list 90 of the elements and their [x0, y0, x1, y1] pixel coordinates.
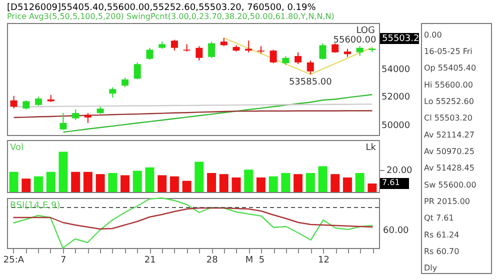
- bar: [96, 174, 105, 192]
- text: Hi 55600.00: [424, 80, 473, 90]
- text: Av 52114.27: [424, 130, 474, 140]
- bar: [83, 172, 92, 192]
- y-axis-title: Lk: [366, 143, 377, 153]
- x-tick-label: 28: [206, 256, 218, 266]
- candlestick: [282, 56, 290, 66]
- text: 16-05-25 Fri: [424, 47, 472, 56]
- bar: [355, 172, 364, 192]
- bar: [182, 180, 192, 192]
- x-tick-label: 21: [144, 256, 156, 266]
- bar: [281, 172, 290, 192]
- candlestick: [294, 52, 302, 65]
- bar: [46, 172, 56, 192]
- bar: [58, 152, 68, 192]
- text: Av 50970.25: [424, 147, 474, 156]
- candlestick: [196, 46, 203, 62]
- chart-subtitle: Price Avg3(5,50,5,100,5,200) SwingPcnt(3.00,0,23.70,38.20,50.00,61.80,Y,N,N,N): [7, 12, 334, 21]
- bar: [268, 176, 278, 192]
- bar: [219, 174, 228, 192]
- candlestick: [109, 86, 116, 98]
- candlestick: [122, 77, 129, 88]
- bar: [108, 172, 118, 192]
- candlestick: [146, 47, 154, 60]
- x-tick-label: 7: [60, 256, 66, 266]
- text: Lo 55252.60: [424, 97, 474, 106]
- x-tick-label: 12: [318, 256, 330, 266]
- bar: [368, 184, 377, 192]
- candlestick: [356, 46, 364, 57]
- text: 55503.2: [382, 34, 420, 44]
- bar: [34, 176, 44, 192]
- y-tick-label: 20.00: [386, 166, 413, 176]
- text: 0.00: [424, 30, 442, 40]
- bar: [22, 178, 31, 192]
- candlestick: [270, 49, 277, 64]
- bar: [120, 175, 130, 192]
- candlestick: [35, 96, 42, 106]
- bar: [256, 177, 266, 192]
- line-series: [62, 94, 373, 133]
- bar: [207, 172, 216, 192]
- text: Av 51428.45: [424, 164, 474, 173]
- text: Op 55405.40: [424, 64, 476, 73]
- bar: [170, 176, 179, 192]
- bar: [318, 166, 328, 192]
- bar: [145, 167, 154, 192]
- text: 60.00: [383, 226, 410, 236]
- bar: [330, 174, 340, 192]
- x-tick-label: 5: [258, 256, 265, 266]
- text: Rs 60.70: [424, 247, 460, 256]
- candlestick: [72, 108, 80, 121]
- candlestick: [183, 44, 190, 52]
- candlestick: [84, 112, 92, 124]
- candlestick: [319, 42, 326, 60]
- candlestick: [134, 62, 141, 80]
- bar: [132, 170, 142, 192]
- chart-title: [D5126009]55405.40,55600.00,55252.60,55503.20, 760500, 0.19%: [7, 3, 316, 13]
- candlestick: [60, 112, 67, 130]
- candlestick: [10, 95, 18, 109]
- y-tick-label: 50000: [382, 121, 410, 132]
- y-tick-label: 54000: [382, 65, 410, 76]
- candlestick: [257, 46, 264, 54]
- text: Sw 55600.00: [424, 180, 476, 190]
- bar: [71, 172, 80, 192]
- annotation: 53585.00: [288, 77, 332, 88]
- candlestick: [22, 100, 30, 110]
- candlestick: [170, 39, 178, 52]
- chart-title: Vol: [10, 143, 24, 153]
- line-series: [13, 110, 373, 118]
- bar: [306, 172, 315, 192]
- chart-title: RSI(14,E,9): [10, 201, 60, 211]
- x-tick-label: M: [245, 256, 254, 266]
- bar: [158, 175, 167, 192]
- text: Qt 7.61: [424, 214, 454, 223]
- bar: [342, 177, 352, 192]
- candlestick: [306, 60, 314, 75]
- bar: [232, 177, 241, 192]
- annotation: 55600.00: [333, 35, 376, 46]
- text: 7.61: [382, 178, 400, 187]
- candlestick: [208, 41, 216, 58]
- y-tick-label: 52000: [382, 92, 410, 103]
- bar: [244, 170, 254, 192]
- x-tick-label: 25:A: [3, 256, 25, 266]
- annotation: LOG: [356, 26, 376, 36]
- bar: [9, 172, 18, 192]
- text: Rs 61.24: [424, 230, 460, 240]
- text: Cl 55503.20: [424, 114, 473, 123]
- text: PR 2015.00: [424, 197, 470, 206]
- bar: [294, 174, 303, 192]
- text: Dly: [424, 264, 438, 273]
- bar: [194, 162, 204, 192]
